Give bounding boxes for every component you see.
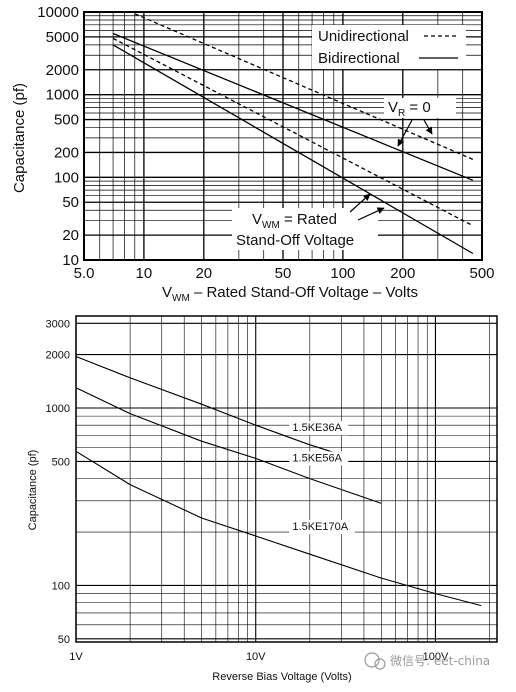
x-tick-label: 500 [469,265,494,282]
series-line-2 [112,32,474,181]
chart-2-tick-labels: 1V 10V 100V 50 100 500 1000 2000 3000 [46,318,449,663]
annotation-vwm-text: VWM = Rated [252,211,337,231]
chart-1-tick-labels: 5.0 10 20 50 100 200 5001020501002005001000200… [37,4,494,282]
x-tick-label: 5.0 [74,265,95,282]
chart-1-y-axis-label: Capacitance (pf) [11,83,28,193]
series-label-1: 1.5KE36A [292,422,342,434]
series-line-1 [75,355,342,456]
series-label-3: 1.5KE170A [292,521,348,533]
y-tick-label: 3000 [46,318,70,330]
y-tick-label: 2000 [46,62,79,79]
series-line-3 [75,450,482,607]
chart-2-series-group [75,355,482,607]
x-tick-label: 50 [275,265,292,282]
x-tick-label: 20 [195,265,212,282]
series-label-bg [289,421,349,436]
watermark-text: 微信号: eet-china [390,654,490,668]
y-tick-label: 200 [54,144,79,161]
x-tick-label: 100 [330,265,355,282]
y-tick-label: 100 [54,169,79,186]
y-tick-label: 2000 [46,350,70,362]
chart-1: 5.0 10 20 50 100 200 5001020501002005001000200… [11,4,495,304]
y-tick-label: 500 [54,112,79,129]
chart-2-frame [75,315,498,643]
chart-2-y-axis-label: Capacitance (pf) [27,450,39,531]
y-tick-label: 50 [62,194,79,211]
chart-2: 1V 10V 100V 50 100 500 1000 2000 3000 Capacitanc… [27,315,498,683]
chart-2-series-labels: 1.5KE36A 1.5KE56A 1.5KE170A [289,421,355,535]
x-tick-label: 10 [136,265,153,282]
y-tick-label: 10 [62,252,79,269]
x-tick-label: 1V [69,651,83,663]
y-tick-label: 100 [52,580,70,592]
y-tick-label: 50 [58,634,70,646]
annotation-vwm: VWM = Rated Stand-Off Voltage [232,193,385,250]
y-tick-label: 1000 [46,87,79,104]
y-tick-label: 5000 [46,29,79,46]
series-line-1 [134,13,474,160]
x-tick-label: 10V [246,651,266,663]
chart-1-x-axis-label: VWM – Rated Stand-Off Voltage – Volts [162,284,418,304]
chart-1-legend: Unidirectional Bidirectional [312,25,466,69]
x-tick-label: 200 [390,265,415,282]
watermark: 微信号: eet-china [364,652,490,670]
y-tick-label: 1000 [46,403,70,415]
legend-unidirectional-label: Unidirectional [318,28,409,45]
annotation-vr-text: VR = 0 [388,99,431,119]
annotation-vwm-line2: Stand-Off Voltage [236,232,354,249]
y-tick-label: 10000 [37,4,79,21]
legend-bidirectional-label: Bidirectional [318,50,400,67]
y-tick-label: 20 [62,227,79,244]
series-label-2: 1.5KE56A [292,452,342,464]
chart-1-frame [83,11,483,261]
chart-2-x-axis-label: Reverse Bias Voltage (Volts) [212,671,351,683]
chart-2-grid [75,316,497,642]
chart-1-series-group [112,13,474,255]
series-line-4 [112,44,474,255]
series-line-2 [75,387,382,504]
series-line-3 [112,37,474,227]
series-label-bg [289,451,349,466]
chart-2-plot-area [76,316,497,642]
y-tick-label: 500 [52,456,70,468]
wechat-icon [364,652,380,668]
annotation-vr: VR = 0 [384,98,456,147]
x-tick-label: 100V [423,651,449,663]
series-label-bg [289,520,355,535]
